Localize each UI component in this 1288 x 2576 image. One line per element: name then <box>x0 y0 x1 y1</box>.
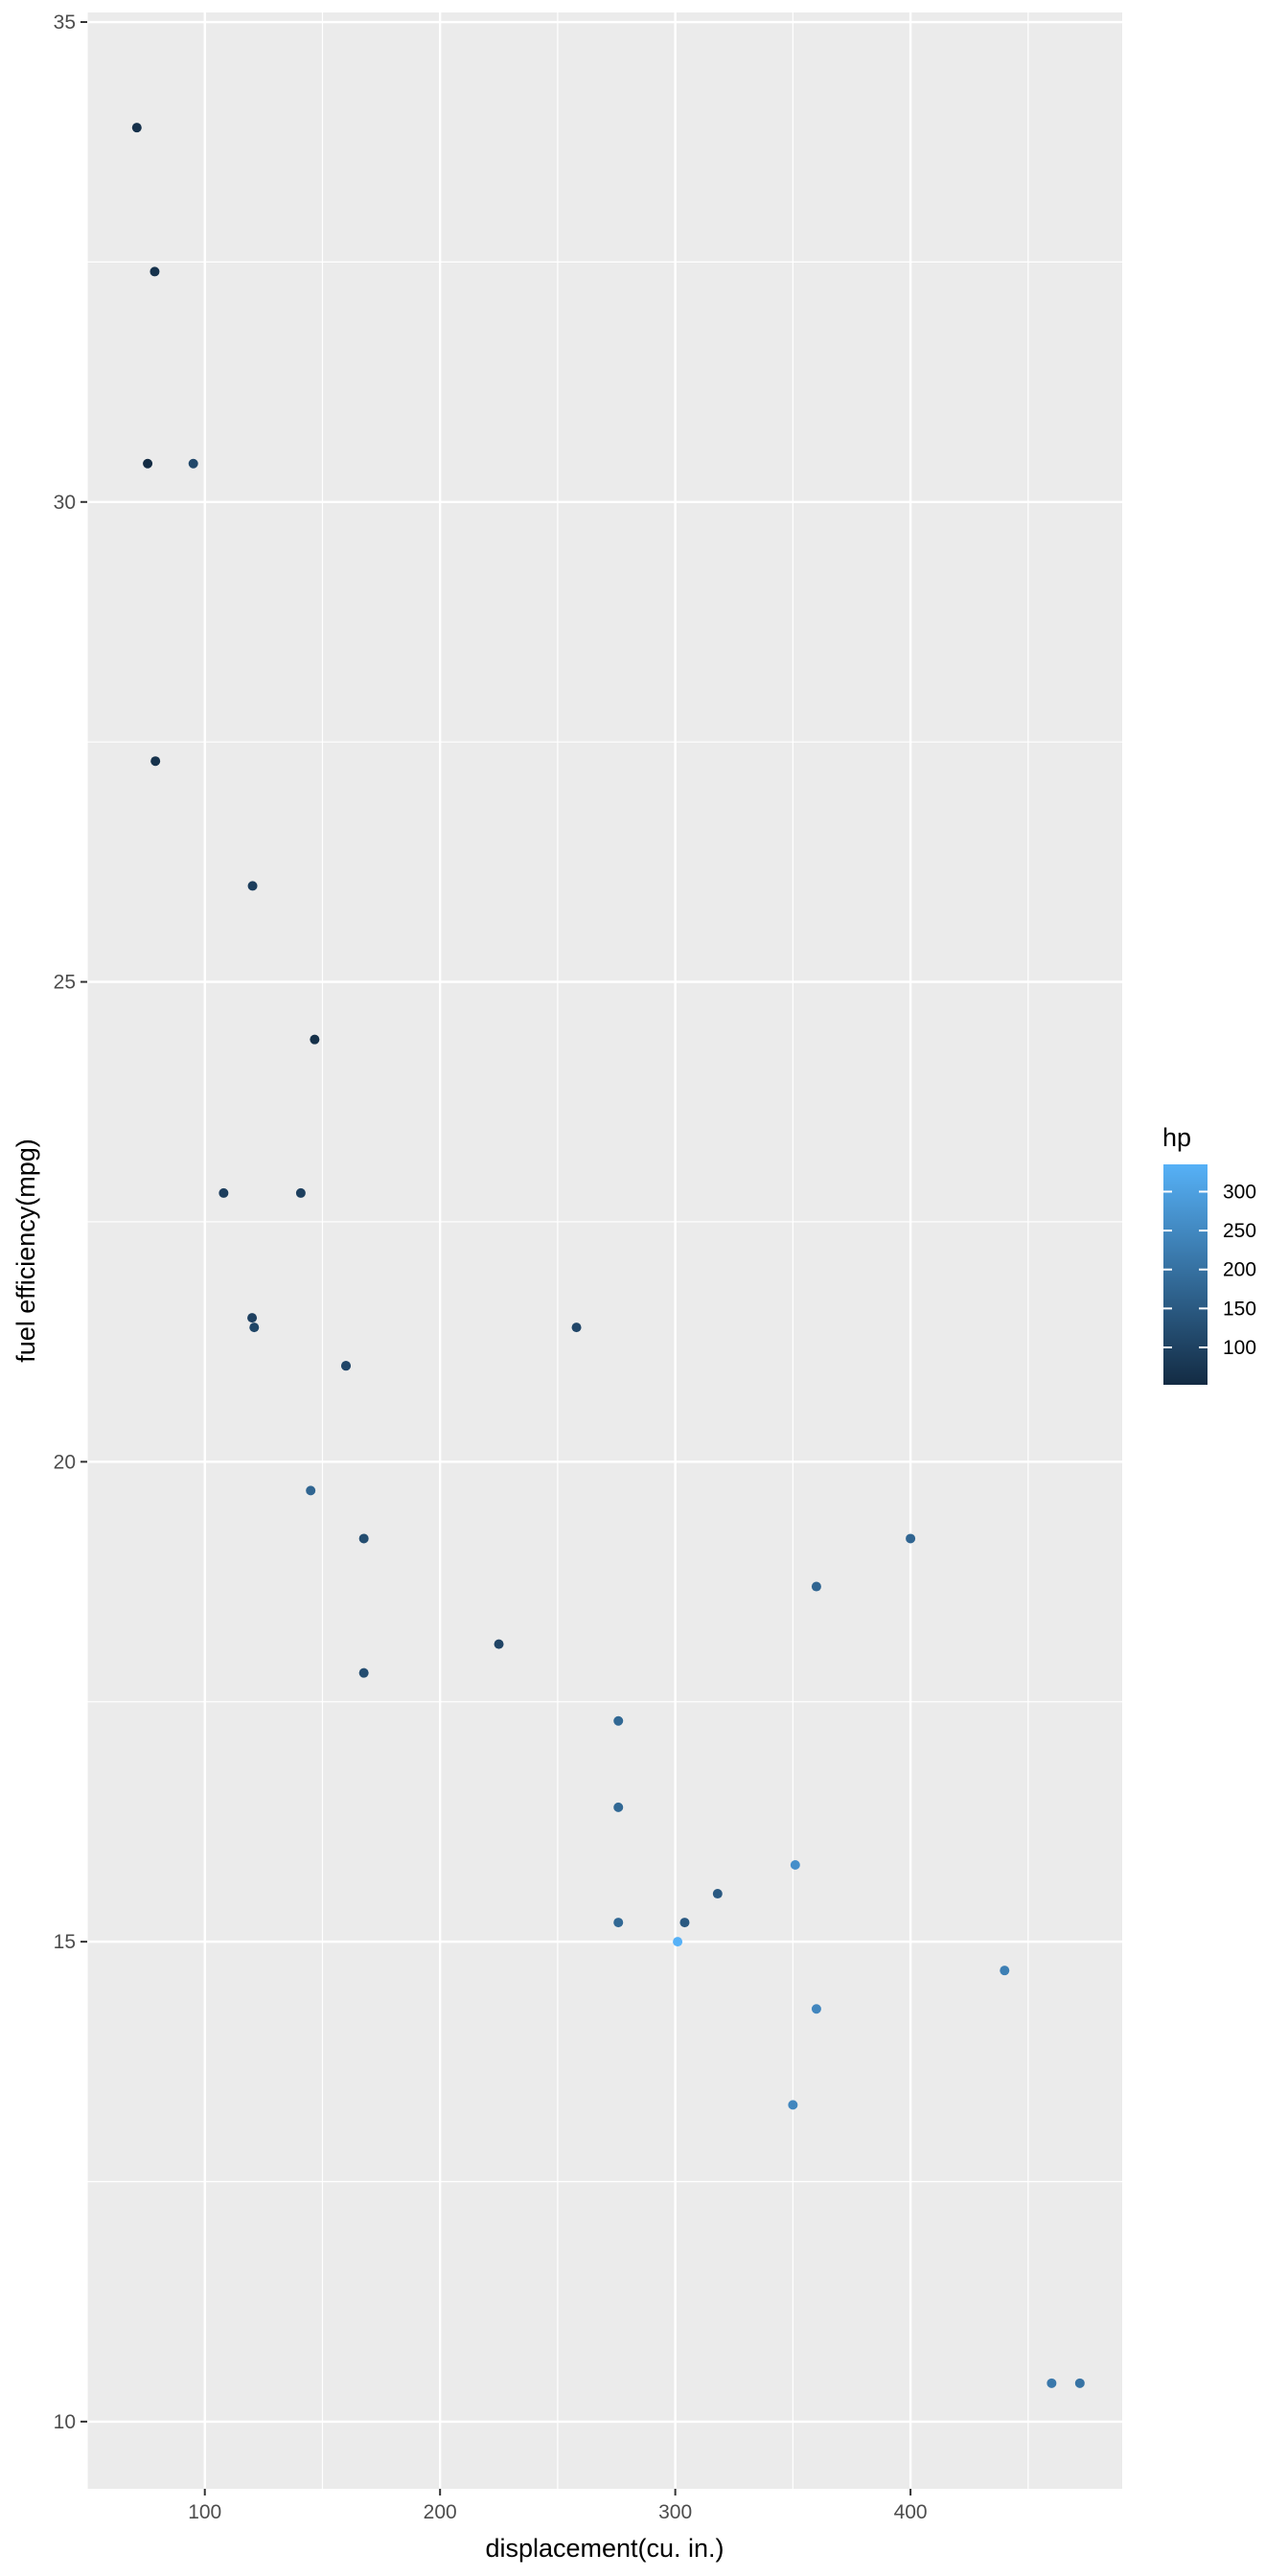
data-point <box>218 1187 229 1198</box>
data-point <box>295 1187 306 1198</box>
data-point <box>310 1034 320 1045</box>
data-point <box>1000 1966 1010 1976</box>
data-point <box>150 266 160 277</box>
data-point <box>811 2004 821 2014</box>
data-point <box>613 1715 624 1726</box>
legend-tick-label: 100 <box>1223 1337 1256 1359</box>
y-tick-label: 30 <box>54 492 76 514</box>
data-points <box>131 123 1085 2388</box>
x-tick-label: 100 <box>188 2501 221 2523</box>
legend-title: hp <box>1162 1123 1191 1152</box>
y-tick-label: 35 <box>54 12 76 34</box>
data-point <box>143 458 153 469</box>
data-point <box>1046 2378 1057 2388</box>
data-point <box>358 1533 369 1544</box>
data-point <box>249 1322 260 1333</box>
data-point <box>131 123 142 133</box>
data-point <box>673 1937 683 1947</box>
data-point <box>1074 2378 1085 2388</box>
legend-tick-label: 250 <box>1223 1220 1256 1242</box>
legend: hp 100 150 200 250 300 <box>1162 1123 1256 1385</box>
y-tick-label: 15 <box>54 1931 76 1953</box>
data-point <box>679 1918 690 1928</box>
data-point <box>788 2100 798 2110</box>
data-point <box>188 458 198 469</box>
grid-minor <box>86 12 1122 2489</box>
x-tick-label: 300 <box>658 2501 692 2523</box>
data-point <box>150 756 161 767</box>
y-axis-title: fuel efficiency(mpg) <box>12 1138 40 1363</box>
legend-tick-label: 300 <box>1223 1181 1256 1203</box>
y-tick-label: 10 <box>54 2411 76 2433</box>
x-tick-label: 400 <box>894 2501 928 2523</box>
x-axis-title: displacement(cu. in.) <box>485 2534 724 2563</box>
data-point <box>811 1581 821 1592</box>
y-tick-label: 25 <box>54 972 76 994</box>
data-point <box>790 1859 800 1870</box>
y-axis-ticks: 10 15 20 25 30 35 <box>54 12 87 2433</box>
data-point <box>358 1668 369 1678</box>
legend-ticks: 100 150 200 250 300 <box>1163 1181 1256 1359</box>
y-tick-label: 20 <box>54 1451 76 1473</box>
data-point <box>906 1533 916 1544</box>
data-point <box>494 1639 504 1649</box>
legend-tick-label: 200 <box>1223 1259 1256 1281</box>
data-point <box>247 1313 258 1323</box>
data-point <box>613 1918 624 1928</box>
grid-major <box>87 12 1122 2489</box>
x-axis-ticks: 100 200 300 400 <box>188 2489 928 2523</box>
legend-colorbar <box>1163 1164 1208 1385</box>
data-point <box>613 1802 624 1812</box>
data-point <box>712 1889 723 1899</box>
x-tick-label: 200 <box>424 2501 457 2523</box>
data-point <box>341 1361 351 1371</box>
data-point <box>571 1322 582 1333</box>
legend-tick-label: 150 <box>1223 1298 1256 1320</box>
panel-background <box>87 12 1122 2489</box>
data-point <box>247 881 258 891</box>
data-point <box>306 1485 316 1496</box>
